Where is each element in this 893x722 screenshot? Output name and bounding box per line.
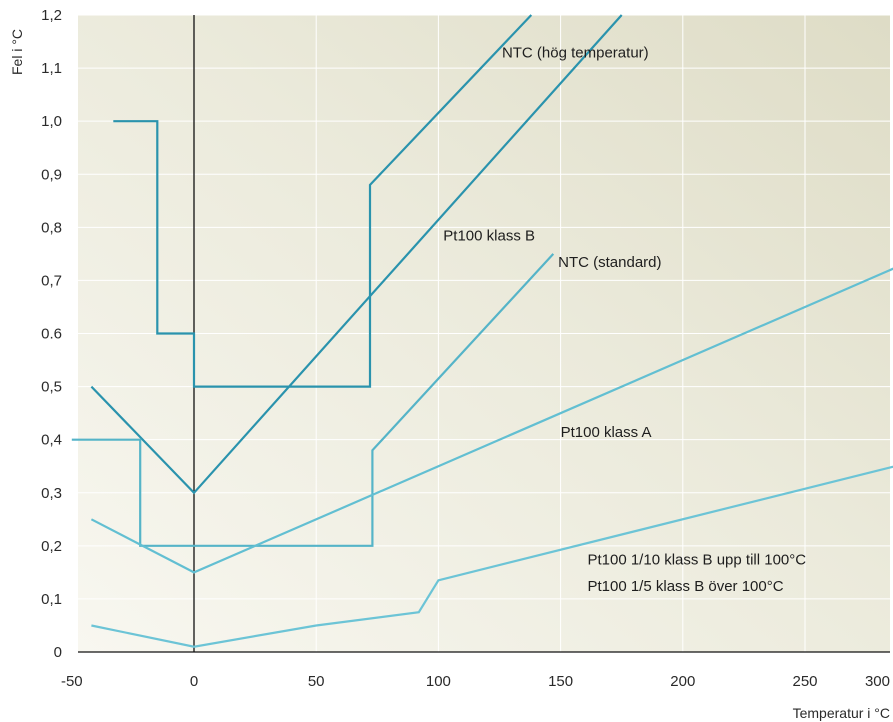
y-tick-label: 1,0 [41, 113, 62, 130]
y-tick-label: 0.6 [41, 326, 62, 343]
y-axis-title: Fel i °C [9, 29, 25, 75]
series-annotation: NTC (standard) [558, 254, 661, 271]
series-line [113, 14, 533, 388]
series-annotation: NTC (hög temperatur) [502, 44, 649, 61]
x-tick-label: 50 [308, 673, 325, 690]
series-line [90, 267, 893, 574]
series-lines [71, 14, 893, 648]
y-tick-label: 0,9 [41, 166, 62, 183]
y-tick-label: 0,4 [41, 432, 62, 449]
series-line [90, 14, 623, 495]
series-annotation: Pt100 klass B [443, 228, 535, 245]
y-tick-label: 0,8 [41, 219, 62, 236]
series-annotation: Pt100 klass A [561, 424, 652, 441]
y-tick-label: 0 [54, 644, 62, 661]
tick-labels: 0 0,1 0,2 0,3 0,4 0,5 0.6 0,7 0,8 0,9 1,0 1,1 1,2 -50… [41, 7, 890, 690]
y-tick-label: 0,7 [41, 272, 62, 289]
x-axis-title: Temperatur i °C [793, 705, 890, 721]
y-tick-label: 1,2 [41, 7, 62, 24]
x-tick-label: 150 [548, 673, 573, 690]
y-tick-label: 0,2 [41, 538, 62, 555]
grid [71, 14, 890, 652]
y-tick-label: 0,3 [41, 485, 62, 502]
x-tick-label: 0 [190, 673, 198, 690]
x-tick-label: 200 [670, 673, 695, 690]
series-annotation: Pt100 1/10 klass B upp till 100°C [587, 551, 806, 568]
x-tick-label: -50 [61, 673, 83, 690]
annotations: NTC (hög temperatur) Pt100 klass B NTC (st… [443, 44, 806, 594]
series-annotation: Pt100 1/5 klass B över 100°C [587, 578, 783, 595]
x-tick-label: 300 [865, 673, 890, 690]
y-tick-label: 0,5 [41, 379, 62, 396]
series-line [91, 465, 893, 648]
y-tick-label: 1,1 [41, 60, 62, 77]
x-tick-label: 100 [426, 673, 451, 690]
y-tick-label: 0,1 [41, 591, 62, 608]
x-tick-label: 250 [792, 673, 817, 690]
